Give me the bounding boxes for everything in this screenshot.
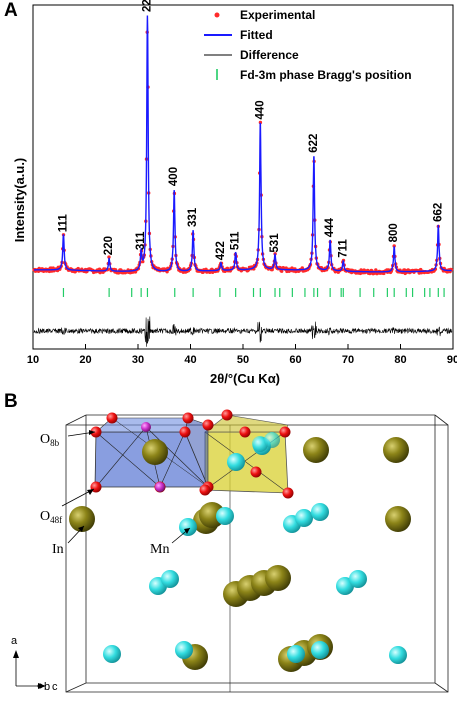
- peak-label-531: 531: [269, 233, 281, 253]
- bragg-ticks: [62, 288, 445, 297]
- oxygen-atom-10: [199, 484, 211, 496]
- x-tick-label: 50: [237, 354, 249, 366]
- x-axis-title: 2θ/°(Cu Kα): [210, 371, 280, 386]
- axis-a-label: a: [11, 635, 18, 647]
- peak-label-311: 311: [135, 231, 147, 250]
- label-mn: Mn: [150, 542, 169, 557]
- chart-legend: Experimental Fitted Difference Fd-3m phase …: [204, 8, 412, 82]
- mn-atom-13: [287, 645, 305, 663]
- legend-label: Experimental: [240, 8, 315, 22]
- mn-atom-11: [103, 645, 121, 663]
- peak-label-400: 400: [168, 167, 180, 186]
- fitted-line: [34, 15, 452, 273]
- oxygen-atom-9: [282, 487, 294, 499]
- x-tick-label: 70: [342, 354, 354, 366]
- atom-labels: O8b O48f In Mn: [40, 430, 191, 557]
- experimental-point-465: [374, 268, 378, 272]
- label-o48f: O48f: [40, 509, 62, 525]
- mn-atom-14: [311, 641, 329, 659]
- peak-label-444: 444: [324, 218, 336, 238]
- x-tick-label: 40: [184, 354, 196, 366]
- oxygen-atom-2: [106, 412, 118, 424]
- oxygen-atom-0: [90, 426, 102, 438]
- peak-label-622: 622: [308, 134, 320, 153]
- axis-c-label: c: [52, 681, 58, 693]
- experimental-point-490: [392, 244, 396, 248]
- yellow-polyhedron: [204, 414, 289, 494]
- oxygen-atom-12: [250, 466, 262, 478]
- mn-atom-8: [161, 570, 179, 588]
- x-tick-label: 30: [132, 354, 144, 366]
- oxygen-atom-1: [179, 426, 191, 438]
- mn-atom-6: [311, 503, 329, 521]
- oxygen-atom-8: [279, 426, 291, 438]
- experimental-point-148: [141, 259, 145, 264]
- peak-label-111: 111: [58, 214, 70, 233]
- oxygen-atom-4: [202, 419, 214, 431]
- axis-b-label: b: [44, 681, 50, 693]
- mn-atom-10: [349, 570, 367, 588]
- peak-label-222: 222: [141, 0, 153, 12]
- mn-atom-12: [175, 641, 193, 659]
- peak-label-711: 711: [337, 239, 349, 258]
- in-atom-3: [69, 506, 95, 532]
- y-axis-title: Intensity(a.u.): [12, 158, 27, 243]
- legend-label: Fitted: [240, 28, 273, 42]
- oxygen-atom-3: [182, 412, 194, 424]
- x-tick-label: 80: [394, 354, 406, 366]
- mn-atom-0: [227, 453, 245, 471]
- experimental-point-457: [368, 271, 372, 276]
- mn-atom-5: [295, 509, 313, 527]
- in-atom-10: [265, 565, 291, 591]
- peak-label-511: 511: [230, 231, 242, 250]
- crystal-structure: O8b O48f In Mn a b c: [11, 409, 449, 693]
- oxygen-8b-atom-1: [155, 482, 165, 492]
- mn-atom-15: [389, 646, 407, 664]
- x-tick-label: 20: [79, 354, 91, 366]
- mn-atom-2: [216, 507, 234, 525]
- unit-cell-frame: [65, 414, 449, 693]
- label-o8b: O8b: [40, 432, 60, 448]
- in-atom-6: [385, 506, 411, 532]
- oxygen-atom-11: [221, 409, 233, 421]
- peak-label-422: 422: [215, 241, 227, 260]
- legend-label: Fd-3m phase Bragg's position: [240, 68, 412, 82]
- label-in: In: [52, 542, 64, 557]
- panel-b-label: B: [4, 391, 18, 412]
- chart-series: [32, 15, 454, 347]
- mn-atom-inner-1: [264, 432, 280, 448]
- panel-a-label: A: [4, 0, 18, 21]
- x-tick-label: 10: [27, 354, 39, 366]
- x-tick-label: 90: [447, 354, 457, 366]
- in-atom-1: [303, 437, 329, 463]
- oxygen-8b-atom-0: [141, 422, 151, 432]
- in-atom-0: [142, 439, 168, 465]
- x-axis: 10 20 30 40 50 60 70 80 90: [27, 344, 457, 366]
- legend-marker: [214, 12, 220, 18]
- peak-label-331: 331: [187, 207, 199, 227]
- mn-atom-3: [179, 518, 197, 536]
- difference-line: [33, 316, 453, 347]
- legend-label: Difference: [240, 48, 299, 62]
- axes-triad: a b c: [11, 635, 58, 693]
- experimental-point-337: [280, 269, 284, 273]
- peak-label-220: 220: [103, 236, 115, 255]
- xrd-chart: 10 20 30 40 50 60 70 80 90 2θ/°(Cu Kα) Intensity…: [12, 0, 457, 386]
- peak-label-662: 662: [432, 203, 444, 222]
- peak-label-440: 440: [254, 100, 266, 119]
- peak-label-800: 800: [388, 223, 400, 242]
- experimental-point-102: [107, 255, 111, 259]
- in-atom-2: [383, 437, 409, 463]
- oxygen-atom-13: [239, 426, 251, 438]
- atoms: [69, 409, 411, 672]
- x-tick-label: 60: [289, 354, 301, 366]
